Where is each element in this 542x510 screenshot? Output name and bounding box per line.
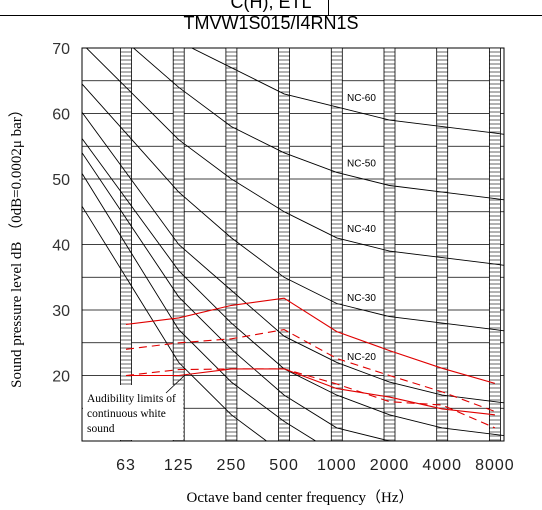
measured-series-2 xyxy=(125,329,496,413)
octave-band-500 xyxy=(278,47,291,442)
y-tick-label-70: 70 xyxy=(52,41,70,58)
measured-series-1 xyxy=(125,297,496,384)
nc-label-bg xyxy=(345,90,381,104)
x-tick-label-1000: 1000 xyxy=(317,457,357,474)
band-column xyxy=(488,47,501,442)
x-tick-label-125: 125 xyxy=(164,457,194,474)
measured-series-3 xyxy=(126,368,495,416)
x-tick-label-2000: 2000 xyxy=(370,457,410,474)
nc-label-nc-40: NC-40 xyxy=(347,224,376,235)
y-tick-label-50: 50 xyxy=(52,172,70,189)
x-tick-label-63: 63 xyxy=(116,457,136,474)
nc-label-bg xyxy=(345,155,381,169)
band-column xyxy=(330,47,343,442)
header-divider xyxy=(328,0,329,16)
y-tick-label-60: 60 xyxy=(52,107,70,124)
nc-curve-nc-30 xyxy=(82,83,504,332)
nc-curve-nc-60 xyxy=(190,48,504,135)
y-tick-label-30: 30 xyxy=(52,303,70,320)
band-column xyxy=(225,47,238,442)
octave-band-8000 xyxy=(488,47,501,442)
octave-band-250 xyxy=(225,47,238,442)
nc-label-nc-60: NC-60 xyxy=(347,93,376,104)
header-band: C(H), ETL xyxy=(0,0,542,16)
annotation-leader xyxy=(165,374,186,394)
octave-band-1000 xyxy=(330,47,343,442)
band-column xyxy=(436,47,449,442)
header-clipped-text: C(H), ETL xyxy=(230,0,312,12)
nc-label-nc-50: NC-50 xyxy=(347,159,376,170)
y-axis-label: Sound pressure level dB （0dB=0.0002μ bar… xyxy=(8,102,25,388)
nc-label-bg xyxy=(345,221,381,235)
nc-curve-nc-20 xyxy=(82,112,504,404)
nc-curve-nc-50 xyxy=(132,48,504,201)
x-tick-label-8000: 8000 xyxy=(475,457,515,474)
header-border xyxy=(0,15,542,16)
y-tick-label-40: 40 xyxy=(52,238,70,255)
x-axis-label: Octave band center frequency（Hz） xyxy=(187,489,414,506)
nc-curve-8 xyxy=(82,205,268,441)
annotation-line-3: sound xyxy=(87,423,115,435)
chart-labels: NC-60 NC-50 NC-40 NC-30 NC-20 20 30 40 50 60 70 63 1… xyxy=(8,41,515,506)
nc-curve-6 xyxy=(82,152,392,441)
nc-label-bg xyxy=(345,348,381,362)
nc-label-nc-30: NC-30 xyxy=(347,293,376,304)
nc-curve-5 xyxy=(82,138,504,437)
measured-series xyxy=(125,297,496,429)
chart-title: TMVW1S015/I4RN1S xyxy=(183,13,359,33)
nc-curves xyxy=(82,48,504,441)
y-tick-label-20: 20 xyxy=(52,369,70,386)
nc-label-nc-20: NC-20 xyxy=(347,352,376,363)
annotation-box xyxy=(83,385,183,440)
x-tick-label-4000: 4000 xyxy=(422,457,462,474)
x-tick-label-500: 500 xyxy=(269,457,299,474)
annotation-line-2: continuous white xyxy=(87,408,166,420)
octave-band-4000 xyxy=(436,47,449,442)
nc-label-bg xyxy=(345,289,381,303)
x-tick-label-250: 250 xyxy=(217,457,247,474)
nc-curve-nc-40 xyxy=(85,48,504,266)
band-column xyxy=(278,47,291,442)
nc-curve-7 xyxy=(82,173,317,441)
annotation-line-1: Audibility limits of xyxy=(87,393,176,405)
measured-series-4 xyxy=(125,368,496,429)
